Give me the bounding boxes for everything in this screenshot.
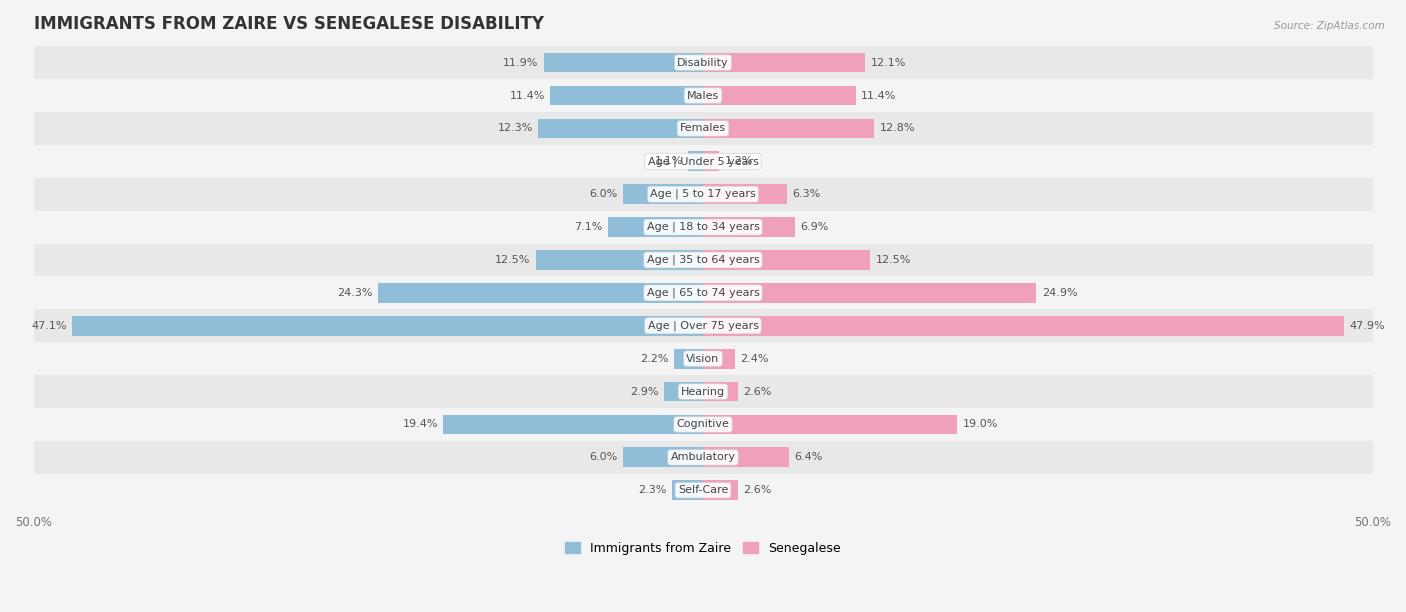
Bar [34,441,1372,474]
Text: 11.4%: 11.4% [509,91,546,100]
Text: 1.1%: 1.1% [655,156,683,166]
Bar [34,79,1372,112]
Text: 11.9%: 11.9% [503,58,538,67]
Text: Age | 5 to 17 years: Age | 5 to 17 years [650,189,756,200]
Bar [672,480,703,500]
Text: 2.9%: 2.9% [630,387,659,397]
Text: 6.4%: 6.4% [794,452,823,462]
Text: 47.1%: 47.1% [31,321,67,330]
Bar [34,244,1372,277]
Bar [703,184,787,204]
Text: 19.4%: 19.4% [402,419,437,430]
Text: Age | Under 5 years: Age | Under 5 years [648,156,758,166]
Text: 2.6%: 2.6% [744,485,772,495]
Bar [538,119,703,138]
Text: 6.9%: 6.9% [801,222,830,232]
Bar [443,414,703,435]
Text: 12.3%: 12.3% [498,124,533,133]
Text: 12.8%: 12.8% [880,124,915,133]
Text: 47.9%: 47.9% [1350,321,1385,330]
Bar [34,145,1372,177]
Bar [703,414,957,435]
Bar [703,53,865,72]
Bar [673,349,703,368]
Text: 24.3%: 24.3% [337,288,373,298]
Bar [544,53,703,72]
Text: Hearing: Hearing [681,387,725,397]
Bar [34,474,1372,507]
Text: 12.5%: 12.5% [876,255,911,265]
Text: Cognitive: Cognitive [676,419,730,430]
Bar [34,211,1372,244]
Bar [703,382,738,401]
Text: 6.0%: 6.0% [589,189,617,199]
Bar [34,46,1372,79]
Text: Age | 18 to 34 years: Age | 18 to 34 years [647,222,759,233]
Bar [72,316,703,335]
Legend: Immigrants from Zaire, Senegalese: Immigrants from Zaire, Senegalese [560,537,846,560]
Bar [34,277,1372,309]
Text: Source: ZipAtlas.com: Source: ZipAtlas.com [1274,21,1385,31]
Bar [703,349,735,368]
Bar [623,184,703,204]
Text: Age | Over 75 years: Age | Over 75 years [648,321,758,331]
Text: 2.3%: 2.3% [638,485,666,495]
Bar [34,342,1372,375]
Text: 11.4%: 11.4% [860,91,897,100]
Bar [703,250,870,270]
Bar [378,283,703,303]
Text: Females: Females [681,124,725,133]
Bar [34,177,1372,211]
Text: 2.6%: 2.6% [744,387,772,397]
Bar [34,112,1372,145]
Bar [34,375,1372,408]
Text: Disability: Disability [678,58,728,67]
Text: 19.0%: 19.0% [963,419,998,430]
Bar [703,316,1344,335]
Text: 2.2%: 2.2% [640,354,668,364]
Bar [703,447,789,467]
Text: 2.4%: 2.4% [741,354,769,364]
Bar [607,217,703,237]
Bar [703,217,796,237]
Bar [664,382,703,401]
Text: IMMIGRANTS FROM ZAIRE VS SENEGALESE DISABILITY: IMMIGRANTS FROM ZAIRE VS SENEGALESE DISA… [34,15,544,33]
Bar [689,151,703,171]
Bar [623,447,703,467]
Text: Age | 35 to 64 years: Age | 35 to 64 years [647,255,759,265]
Bar [34,408,1372,441]
Bar [34,309,1372,342]
Bar [550,86,703,105]
Text: Age | 65 to 74 years: Age | 65 to 74 years [647,288,759,298]
Text: Vision: Vision [686,354,720,364]
Bar [703,480,738,500]
Bar [703,151,718,171]
Text: Ambulatory: Ambulatory [671,452,735,462]
Bar [703,119,875,138]
Bar [536,250,703,270]
Text: Males: Males [688,91,718,100]
Bar [703,283,1036,303]
Text: 12.1%: 12.1% [870,58,905,67]
Text: 24.9%: 24.9% [1042,288,1077,298]
Text: 6.0%: 6.0% [589,452,617,462]
Text: 6.3%: 6.3% [793,189,821,199]
Text: Self-Care: Self-Care [678,485,728,495]
Text: 1.2%: 1.2% [724,156,752,166]
Text: 12.5%: 12.5% [495,255,530,265]
Bar [703,86,856,105]
Text: 7.1%: 7.1% [574,222,603,232]
